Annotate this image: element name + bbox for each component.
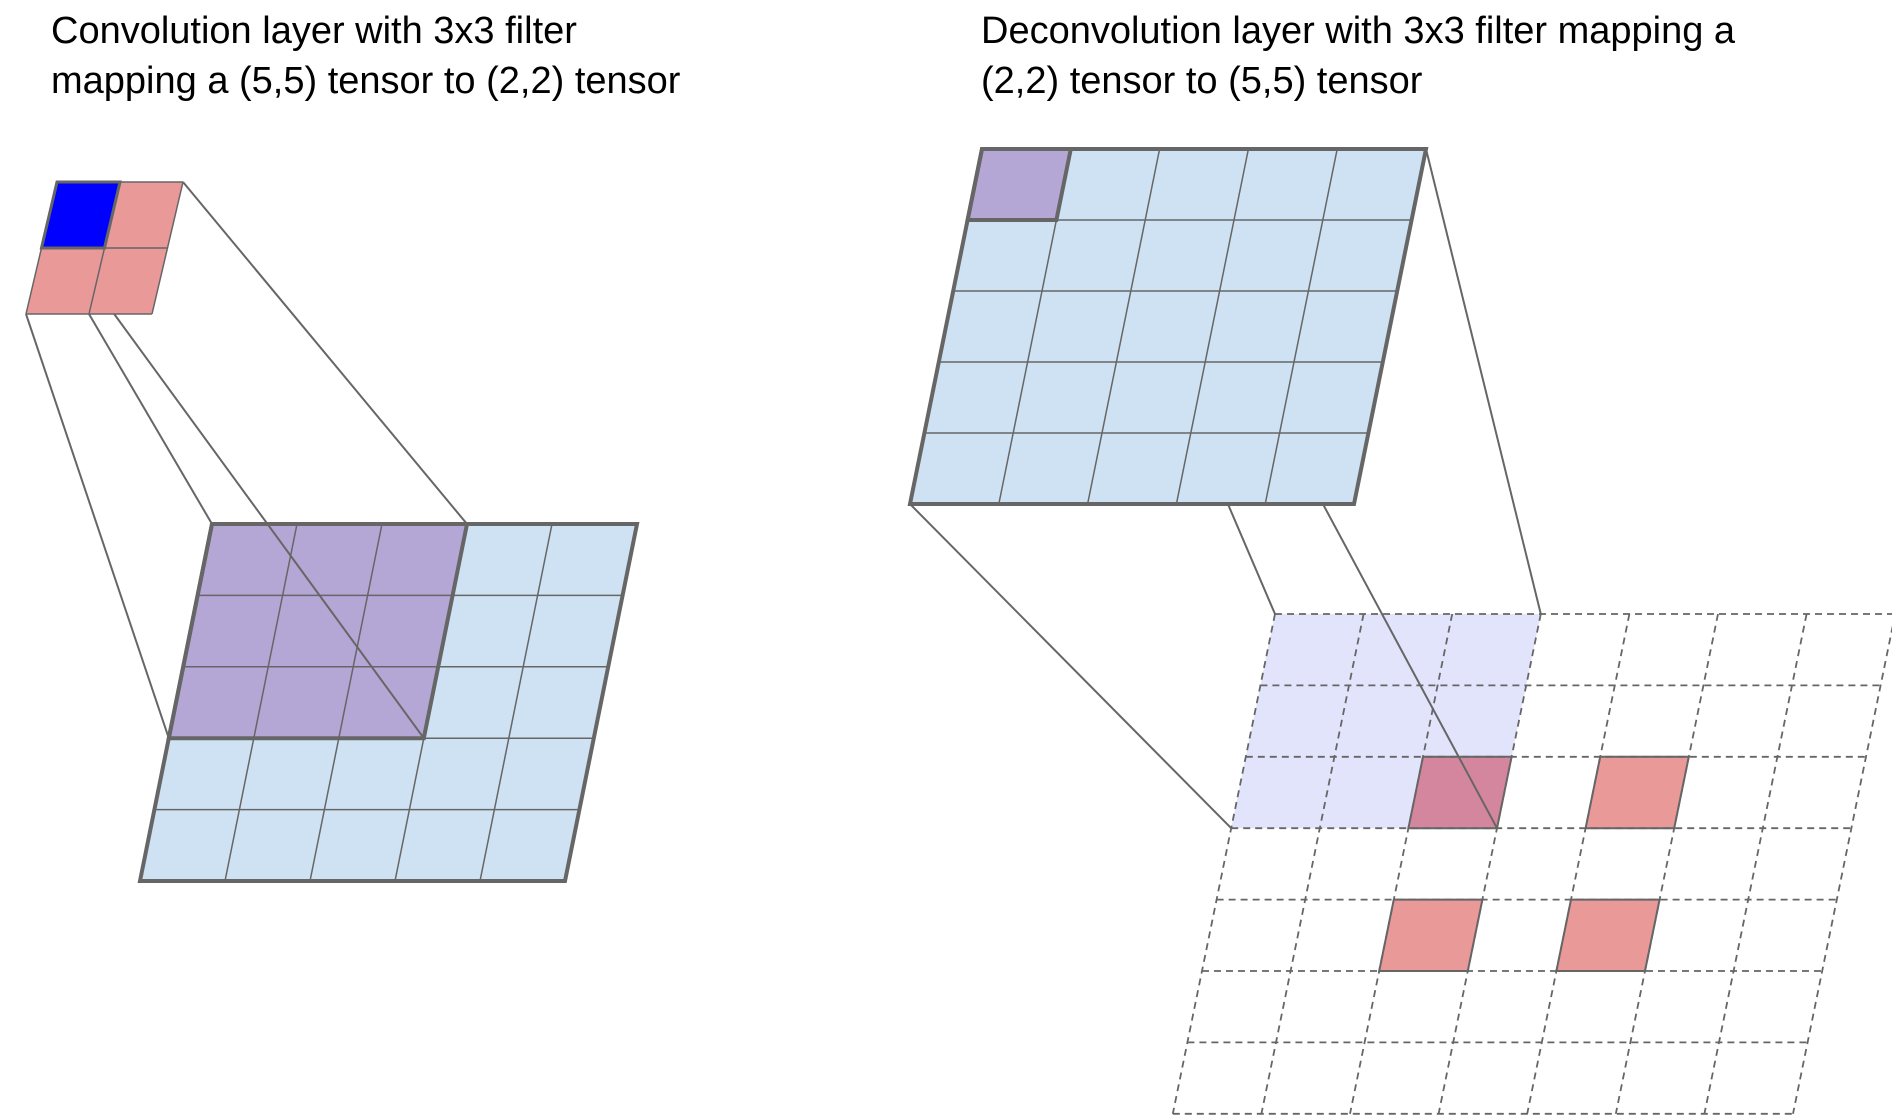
projection-line: [88, 313, 213, 525]
filter-window: [168, 524, 468, 739]
bottom-grid-vline: [1349, 613, 1454, 1114]
bottom-grid-vline: [1437, 613, 1542, 1114]
top-grid-fill: [910, 149, 1426, 504]
projection-line: [182, 181, 468, 525]
projection-line: [1322, 503, 1498, 829]
input-grid-vline: [479, 523, 553, 882]
deconvolution-diagram: [907, 147, 1892, 1115]
active-output-cell: [41, 182, 120, 248]
convolution-diagram: [25, 180, 640, 883]
top-grid-vline: [1264, 148, 1338, 505]
input-grid-vline: [224, 523, 298, 882]
left-caption-line-2: mapping a (5,5) tensor to (2,2) tensor: [51, 60, 681, 102]
bottom-grid-vline: [1526, 613, 1631, 1114]
left-caption-line-1: Convolution layer with 3x3 filter: [51, 10, 577, 52]
right-caption: Deconvolution layer with 3x3 filter mapp…: [981, 6, 1735, 106]
bottom-grid-vline: [1260, 613, 1365, 1114]
source-cell-border: [965, 147, 1074, 222]
projection-line: [909, 503, 1232, 829]
top-grid-vline: [1086, 148, 1161, 505]
source-cell: [967, 149, 1071, 220]
stride-cell: [1377, 898, 1484, 972]
projection-line: [25, 313, 170, 739]
top-grid-vline: [1175, 148, 1250, 505]
bottom-grid-vline: [1171, 613, 1276, 1114]
stride-cell: [1584, 755, 1691, 830]
projection-line: [113, 313, 425, 739]
bottom-grid-vline: [1703, 613, 1808, 1114]
input-grid-vline: [309, 523, 383, 882]
input-grid-border: [137, 522, 640, 883]
top-grid-border: [907, 147, 1429, 506]
right-caption-line-1: Deconvolution layer with 3x3 filter mapp…: [981, 10, 1736, 52]
overlap-cell: [1407, 755, 1513, 830]
projection-line: [1226, 503, 1276, 615]
bottom-grid-vline: [1614, 613, 1719, 1114]
active-output-cell-border: [39, 180, 122, 250]
bottom-grid-vline: [1792, 625, 1892, 1114]
left-caption: Convolution layer with 3x3 filter mappin…: [51, 6, 680, 106]
stride-cell: [1555, 898, 1661, 972]
projection-line: [1425, 148, 1542, 615]
right-caption-line-2: (2,2) tensor to (5,5) tensor: [981, 60, 1423, 102]
